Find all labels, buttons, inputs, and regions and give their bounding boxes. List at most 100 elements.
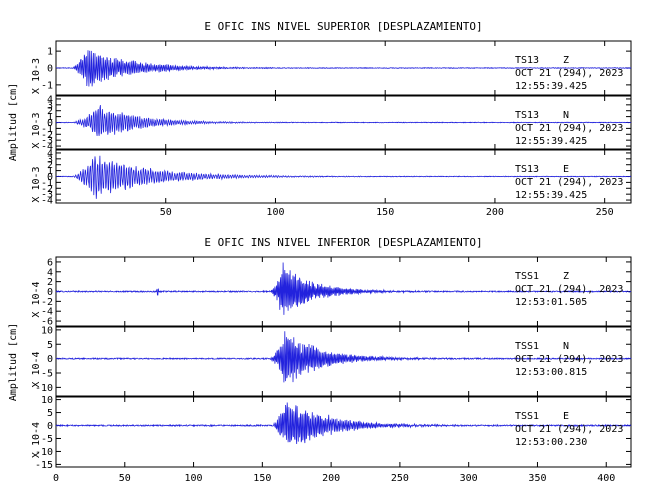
x-tick-label: 100 (266, 207, 284, 218)
y-tick-label: -1 (41, 124, 53, 135)
seismic-trace (55, 331, 632, 383)
x-tick-label: 200 (486, 207, 504, 218)
y-tick-label: 0 (47, 118, 53, 129)
y-tick-label: -2 (41, 130, 53, 141)
time-label: 12:53:01.505 (515, 297, 587, 308)
amplitude-scale-label: X 10-4 (31, 351, 42, 387)
y-tick-label: 6 (47, 257, 53, 268)
x-tick-label: 150 (253, 473, 271, 484)
component-label: N (563, 110, 569, 121)
y-tick-label: 0 (47, 421, 53, 432)
component-label: Z (563, 55, 569, 66)
seismic-trace (55, 50, 632, 87)
y-tick-label: 3 (47, 154, 53, 165)
x-tick-label: 300 (460, 473, 478, 484)
trace-panel-ts13-z: -1 0 1 X 10-3 TS13 Z OCT 21 (294), 2023 12:55:3… (31, 40, 632, 96)
y-tick-label: -6 (41, 317, 53, 328)
date-label: OCT 21 (294), 2023 (515, 354, 623, 365)
time-label: 12:53:00.230 (515, 437, 587, 448)
component-label: Z (563, 271, 569, 282)
x-tick-label: 100 (185, 473, 203, 484)
amplitude-scale-label: X 10-4 (31, 281, 42, 317)
y-axis-label: Amplitud [cm] (8, 83, 19, 161)
x-tick-label: 50 (160, 207, 172, 218)
y-tick-label: 2 (47, 277, 53, 288)
trace-panel-tss1-e: -15 -10 -5 0 5 10 X 10-4 TSS1 E OCT 21 (294), 202… (31, 395, 632, 471)
y-tick-label: -4 (41, 142, 53, 153)
station-label: TSS1 (515, 411, 539, 422)
y-tick-label: -1 (41, 80, 53, 91)
seismic-trace (55, 262, 632, 315)
y-tick-label: 10 (41, 325, 53, 336)
y-tick-label: -4 (41, 307, 53, 318)
trace-panel-tss1-n: -10 -5 0 5 10 X 10-4 TSS1 N OCT 21 (294), 2023 12… (31, 325, 632, 397)
y-tick-label: -5 (41, 369, 53, 380)
time-label: 12:53:00.815 (515, 367, 587, 378)
y-tick-label: 0 (47, 172, 53, 183)
y-tick-label: 3 (47, 100, 53, 111)
x-tick-label: 250 (391, 473, 409, 484)
amplitude-scale-label: X 10-3 (31, 166, 42, 202)
chart-group-1: E OFIC INS NIVEL INFERIOR [DESPLAZAMIENT… (8, 236, 632, 484)
x-tick-label: 150 (376, 207, 394, 218)
station-label: TS13 (515, 55, 539, 66)
station-label: TS13 (515, 164, 539, 175)
y-tick-label: -10 (35, 447, 53, 458)
y-tick-label: 0 (47, 354, 53, 365)
station-label: TSS1 (515, 271, 539, 282)
date-label: OCT 21 (294), 2023 (515, 123, 623, 134)
amplitude-scale-label: X 10-4 (31, 422, 42, 458)
date-label: OCT 21 (294), 2023 (515, 68, 623, 79)
y-tick-label: 0 (47, 287, 53, 298)
date-label: OCT 21 (294), 2023 (515, 424, 623, 435)
y-tick-label: -5 (41, 434, 53, 445)
panel-frame (55, 396, 632, 468)
y-tick-label: 4 (47, 94, 53, 105)
seismic-trace (55, 402, 632, 445)
time-label: 12:55:39.425 (515, 136, 587, 147)
y-tick-label: -4 (41, 196, 53, 207)
x-tick-label: 50 (119, 473, 131, 484)
y-tick-label: 1 (47, 166, 53, 177)
x-tick-label: 250 (596, 207, 614, 218)
y-tick-label: 2 (47, 160, 53, 171)
chart-title: E OFIC INS NIVEL INFERIOR [DESPLAZAMIENT… (204, 236, 482, 249)
y-tick-label: -3 (41, 136, 53, 147)
chart-group-0: E OFIC INS NIVEL SUPERIOR [DESPLAZAMIENT… (8, 20, 632, 218)
station-label: TSS1 (515, 341, 539, 352)
y-tick-label: -10 (35, 383, 53, 394)
amplitude-scale-label: X 10-3 (31, 112, 42, 148)
component-label: E (563, 411, 569, 422)
y-tick-label: 5 (47, 340, 53, 351)
x-tick-label: 350 (528, 473, 546, 484)
y-tick-label: 0 (47, 64, 53, 75)
y-axis-label: Amplitud [cm] (8, 323, 19, 401)
x-tick-label: 400 (597, 473, 615, 484)
date-label: OCT 21 (294), 2023 (515, 284, 623, 295)
x-tick-label: 200 (322, 473, 340, 484)
time-label: 12:55:39.425 (515, 190, 587, 201)
y-tick-label: 2 (47, 106, 53, 117)
y-tick-label: 1 (47, 112, 53, 123)
panel-frame (55, 326, 632, 397)
y-tick-label: 10 (41, 395, 53, 406)
y-tick-label: -2 (41, 297, 53, 308)
component-label: E (563, 164, 569, 175)
y-tick-label: 4 (47, 267, 53, 278)
y-tick-label: -3 (41, 190, 53, 201)
x-tick-label: 0 (53, 473, 59, 484)
y-tick-label: 5 (47, 408, 53, 419)
time-label: 12:55:39.425 (515, 81, 587, 92)
y-tick-label: -1 (41, 178, 53, 189)
component-label: N (563, 341, 569, 352)
y-tick-label: 1 (47, 47, 53, 58)
y-tick-label: -15 (35, 460, 53, 471)
seismic-trace (55, 155, 632, 199)
station-label: TS13 (515, 110, 539, 121)
amplitude-scale-label: X 10-3 (31, 58, 42, 94)
y-tick-label: 4 (47, 148, 53, 159)
